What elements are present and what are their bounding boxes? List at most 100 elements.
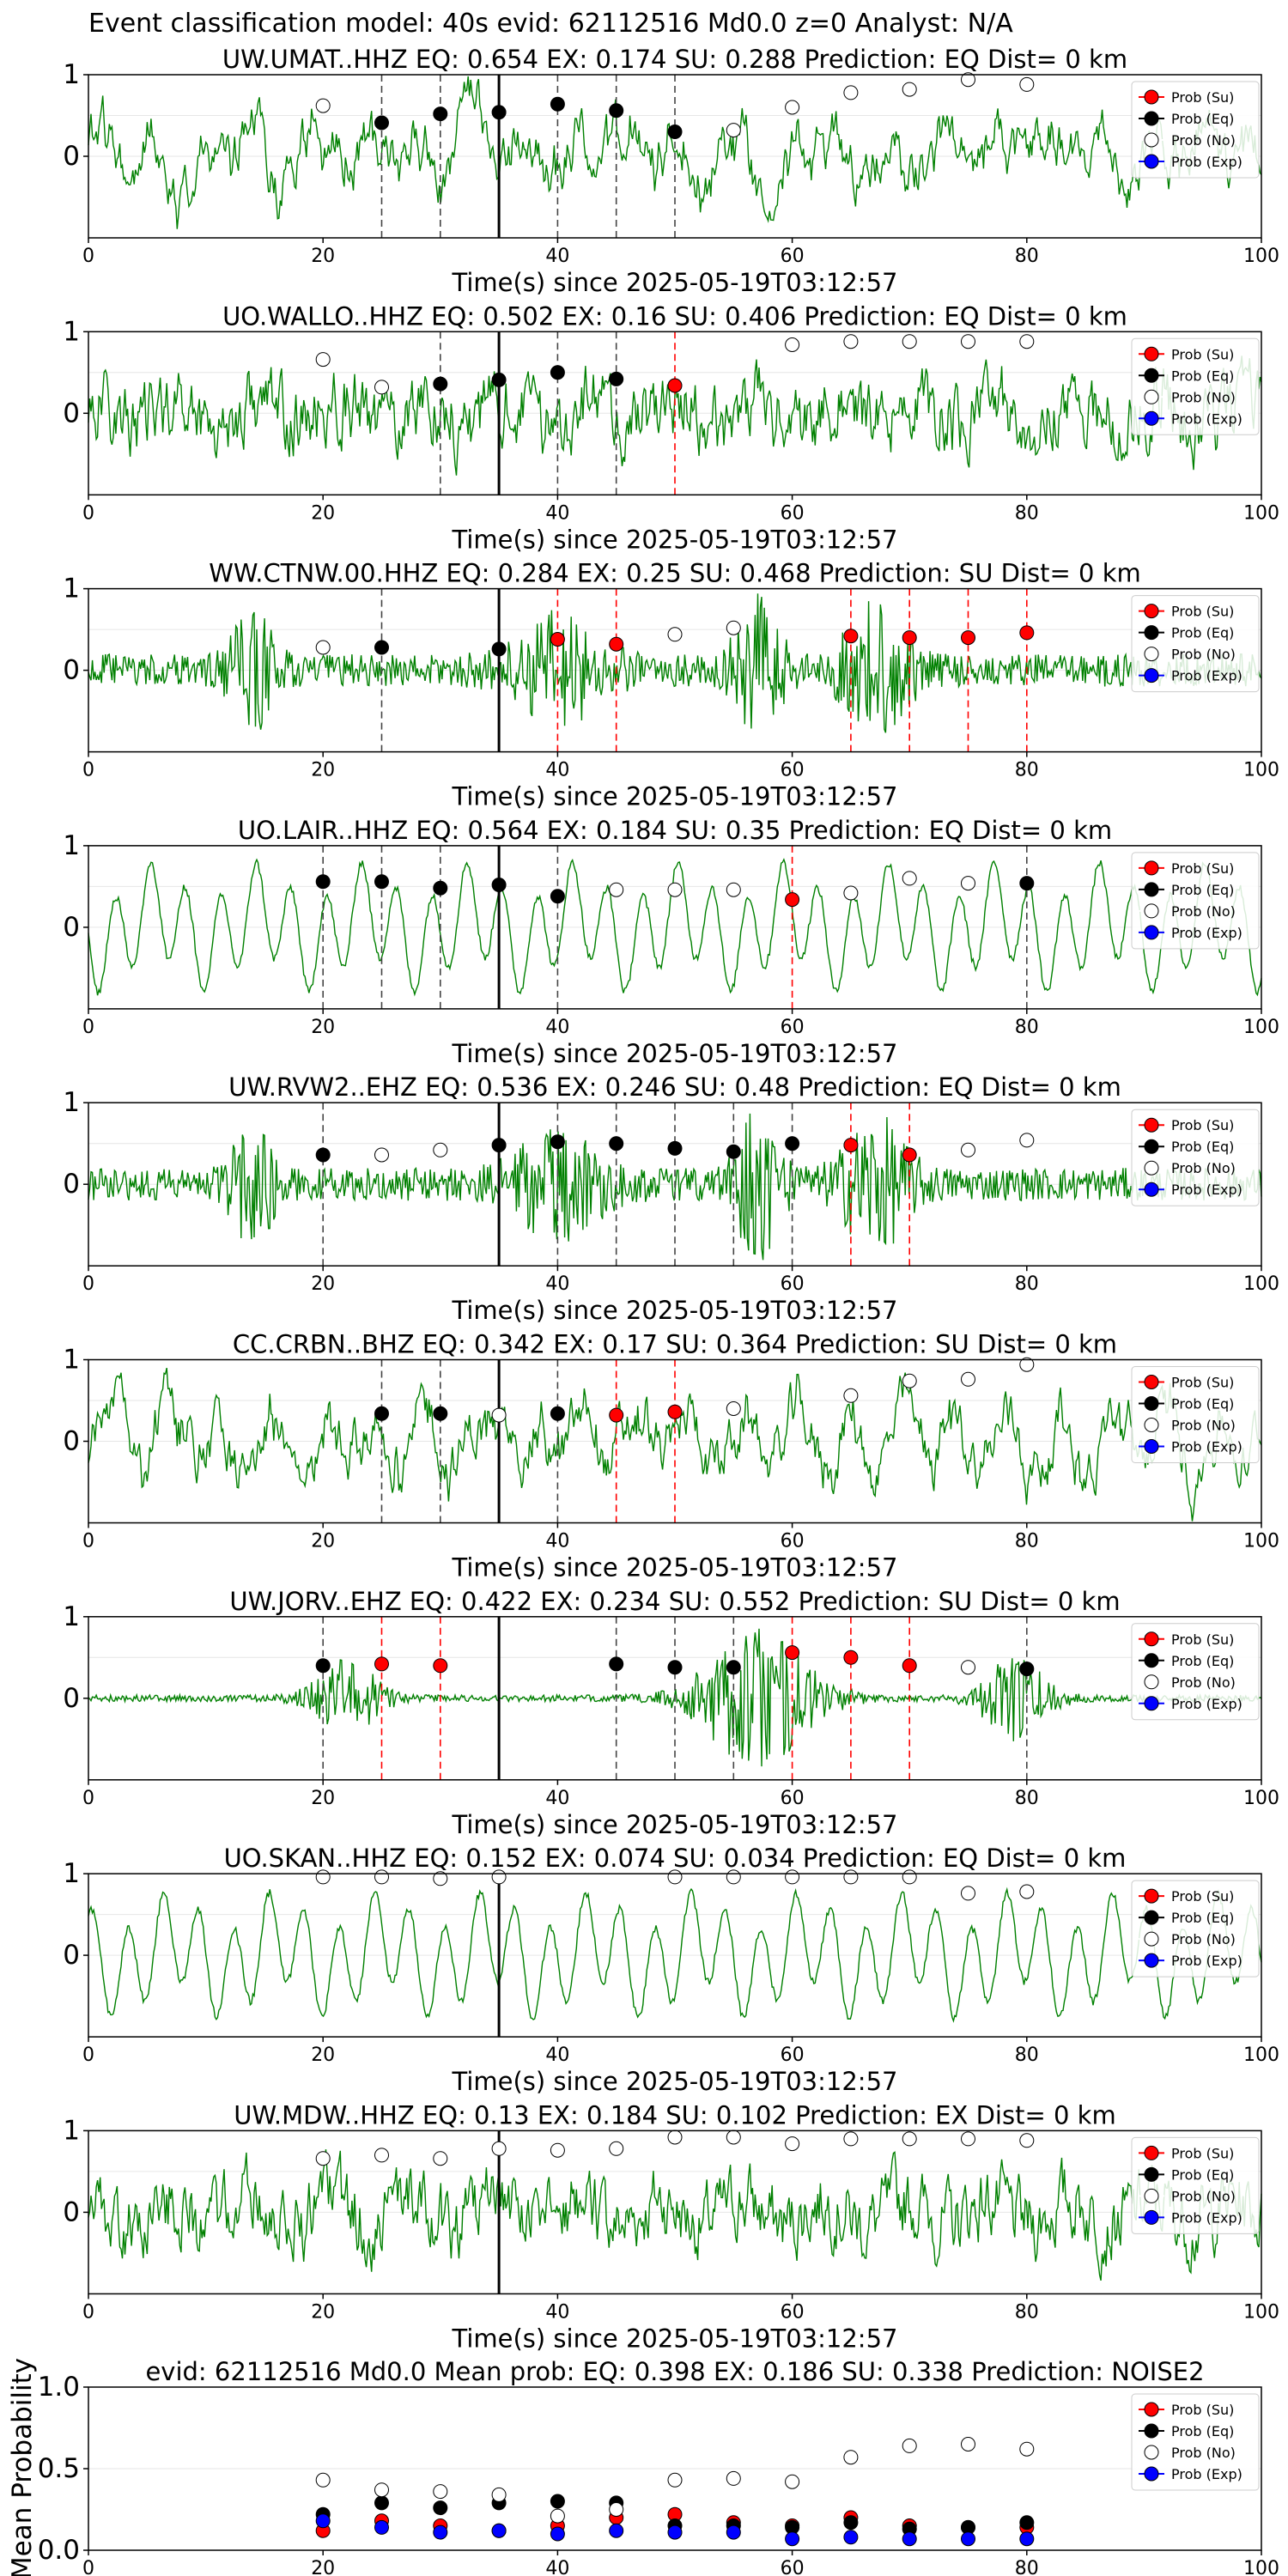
legend-marker-3 (1144, 1439, 1159, 1454)
x-tick-label: 60 (781, 502, 805, 524)
x-tick-label: 40 (545, 760, 569, 781)
legend-marker-1 (1144, 882, 1159, 897)
legend-label-0: Prob (Su) (1171, 2402, 1234, 2418)
x-tick-label: 100 (1243, 1788, 1279, 1809)
prob-point-no (1019, 334, 1035, 349)
mean-point-eq (374, 2495, 389, 2511)
prob-point-su (374, 1656, 389, 1672)
legend-marker-3 (1144, 1182, 1159, 1197)
prob-point-eq (433, 1406, 448, 1421)
station-panel-6: UW.JORV..EHZ EQ: 0.422 EX: 0.234 SU: 0.5… (63, 1587, 1279, 1839)
legend-marker-3 (1144, 410, 1159, 426)
legend: Prob (Su) Prob (Eq) Prob (No) Prob (Exp) (1131, 1109, 1260, 1206)
station-panel-8: UW.MDW..HHZ EQ: 0.13 EX: 0.184 SU: 0.102… (63, 2100, 1279, 2353)
y-tick-label: 0 (63, 1426, 80, 1457)
prob-point-no (491, 2141, 507, 2156)
legend-marker-2 (1144, 1418, 1159, 1432)
prob-point-no (843, 885, 859, 901)
legend-label-2: Prob (No) (1171, 132, 1236, 149)
panel-title: UW.MDW..HHZ EQ: 0.13 EX: 0.184 SU: 0.102… (234, 2100, 1115, 2129)
station-panel-1: UO.WALLO..HHZ EQ: 0.502 EX: 0.16 SU: 0.4… (63, 301, 1279, 554)
legend-label-0: Prob (Su) (1171, 1631, 1234, 1648)
legend-box (1131, 1109, 1260, 1206)
x-tick-label: 100 (1243, 2558, 1279, 2576)
x-tick-label: 80 (1015, 1531, 1039, 1552)
prob-point-su (843, 1138, 859, 1153)
prob-point-eq (315, 1658, 331, 1674)
x-tick-label: 80 (1015, 2301, 1039, 2323)
mean-point-exp (609, 2523, 624, 2538)
legend-label-3: Prob (Exp) (1171, 1696, 1242, 1712)
y-tick-label: 0.5 (38, 2453, 80, 2484)
legend-box (1131, 81, 1260, 179)
prob-point-eq (433, 106, 448, 122)
mean-point-eq (1019, 2515, 1035, 2530)
legend-marker-0 (1144, 1888, 1159, 1904)
legend-label-0: Prob (Su) (1171, 1375, 1234, 1391)
mean-point-eq (843, 2515, 859, 2530)
x-tick-label: 40 (545, 2044, 569, 2066)
prob-point-no (843, 85, 859, 100)
legend-label-2: Prob (No) (1171, 389, 1236, 405)
mean-point-no (726, 2470, 741, 2486)
prob-point-eq (609, 1656, 624, 1672)
prob-point-su (667, 1404, 683, 1419)
legend-marker-1 (1144, 1396, 1159, 1411)
prob-point-eq (315, 1147, 331, 1163)
y-tick-label: 0 (63, 141, 80, 172)
prob-point-no (1019, 2133, 1035, 2148)
y-tick-label: 1 (63, 574, 80, 605)
x-tick-label: 80 (1015, 1788, 1039, 1809)
y-tick-label: 1.0 (38, 2372, 80, 2403)
prob-point-no (785, 337, 800, 352)
legend-marker-0 (1144, 346, 1159, 361)
x-tick-label: 60 (781, 2558, 805, 2576)
station-panel-0: UW.UMAT..HHZ EQ: 0.654 EX: 0.174 SU: 0.2… (63, 45, 1279, 297)
prob-point-no (667, 627, 683, 642)
x-tick-label: 40 (545, 2558, 569, 2576)
legend: Prob (Su) Prob (Eq) Prob (No) Prob (Exp) (1131, 337, 1260, 435)
legend-label-3: Prob (Exp) (1171, 668, 1242, 684)
x-tick-label: 100 (1243, 2044, 1279, 2066)
x-tick-label: 80 (1015, 246, 1039, 267)
legend-box (1131, 2136, 1260, 2234)
prob-point-no (374, 1147, 389, 1163)
prob-point-eq (726, 1660, 741, 1675)
x-tick-label: 0 (82, 2044, 94, 2066)
prob-point-eq (609, 371, 624, 386)
prob-point-no (374, 2148, 389, 2163)
prob-point-eq (609, 1136, 624, 1151)
x-axis-label: Time(s) since 2025-05-19T03:12:57 (452, 1039, 898, 1068)
x-tick-label: 40 (545, 1273, 569, 1295)
y-tick-label: 0 (63, 912, 80, 943)
prob-point-su (1019, 625, 1035, 641)
x-tick-label: 80 (1015, 2044, 1039, 2066)
mean-point-no (433, 2484, 448, 2500)
prob-point-no (902, 871, 917, 886)
prob-point-no (433, 1142, 448, 1157)
x-tick-label: 0 (82, 1017, 94, 1038)
prob-point-no (961, 1142, 975, 1157)
x-tick-label: 40 (545, 1788, 569, 1809)
x-tick-label: 20 (311, 502, 335, 524)
legend-label-0: Prob (Su) (1171, 2145, 1234, 2161)
legend-marker-0 (1144, 860, 1159, 876)
prob-point-no (315, 2151, 331, 2166)
prob-point-no (902, 1869, 917, 1885)
panel-title: WW.CTNW.00.HHZ EQ: 0.284 EX: 0.25 SU: 0.… (209, 559, 1141, 588)
prob-point-eq (433, 880, 448, 896)
legend-marker-1 (1144, 2166, 1159, 2182)
x-tick-label: 60 (781, 760, 805, 781)
x-tick-label: 40 (545, 502, 569, 524)
legend: Prob (Su) Prob (Eq) Prob (No) Prob (Exp) (1131, 81, 1260, 179)
panel-title: evid: 62112516 Md0.0 Mean prob: EQ: 0.39… (145, 2357, 1204, 2386)
mean-point-exp (667, 2524, 683, 2540)
legend-label-3: Prob (Exp) (1171, 925, 1242, 941)
prob-point-eq (374, 874, 389, 890)
prob-point-no (843, 334, 859, 349)
panel-title: CC.CRBN..BHZ EQ: 0.342 EX: 0.17 SU: 0.36… (233, 1330, 1117, 1359)
x-tick-label: 20 (311, 246, 335, 267)
mean-point-no (491, 2487, 507, 2502)
legend-label-3: Prob (Exp) (1171, 1182, 1242, 1198)
